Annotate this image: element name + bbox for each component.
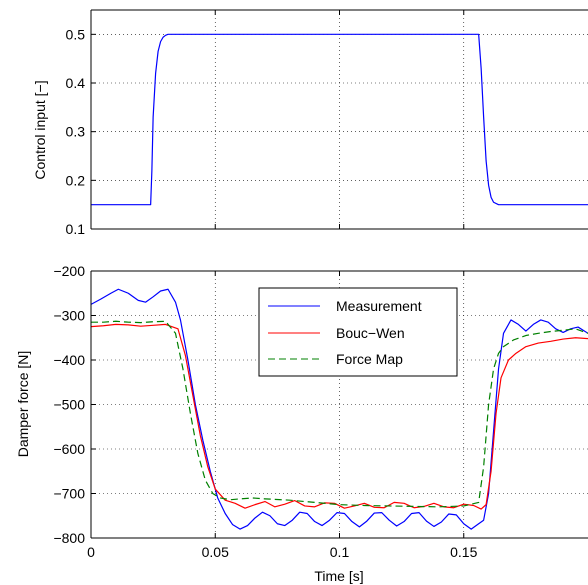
x-tick-label: 0.1 [330, 544, 350, 560]
legend-label-measurement: Measurement [336, 298, 422, 314]
ticks: 0 0.05 0.1 0.15 −800 −700 −600 −500 −400 −300 −200 [53, 263, 477, 560]
series-line-bouc-wen [91, 323, 588, 510]
damper-force-panel: 0 0.05 0.1 0.15 −800 −700 −600 −500 −400 −300 −200… [15, 263, 588, 584]
ticks: 0.1 0.2 0.3 0.4 0.5 [66, 10, 465, 237]
y-tick-label: 0.1 [66, 221, 86, 237]
x-axis-label: Time [s] [314, 568, 363, 584]
series-line-force-map [91, 320, 588, 508]
y-tick-label: 0.4 [66, 75, 86, 91]
y-axis-label: Damper force [N] [15, 351, 31, 458]
control-input-panel: 0.1 0.2 0.3 0.4 0.5 Control input [−] [32, 9, 588, 237]
x-tick-label: 0.05 [202, 544, 229, 560]
y-tick-label: −300 [53, 308, 85, 324]
y-tick-label: −600 [53, 441, 85, 457]
series-line-control-input [91, 33, 588, 206]
series-group [91, 33, 588, 206]
y-tick-label: 0.2 [66, 172, 86, 188]
legend-label-bouc-wen: Bouc−Wen [336, 325, 405, 341]
y-axis-label: Control input [−] [32, 80, 48, 179]
y-tick-label: −200 [53, 263, 85, 279]
y-tick-label: −700 [53, 486, 85, 502]
legend: Measurement Bouc−Wen Force Map [258, 287, 458, 377]
legend-label-force-map: Force Map [336, 351, 403, 367]
y-tick-label: 0.3 [66, 124, 86, 140]
y-tick-label: −400 [53, 352, 85, 368]
series-line-measurement [91, 288, 588, 530]
y-tick-label: 0.5 [66, 26, 86, 42]
x-tick-label: 0.15 [450, 544, 477, 560]
y-tick-label: −500 [53, 397, 85, 413]
legend-box [258, 287, 458, 377]
x-tick-label: 0 [87, 544, 95, 560]
series-group [91, 288, 588, 530]
y-tick-label: −800 [53, 530, 85, 546]
